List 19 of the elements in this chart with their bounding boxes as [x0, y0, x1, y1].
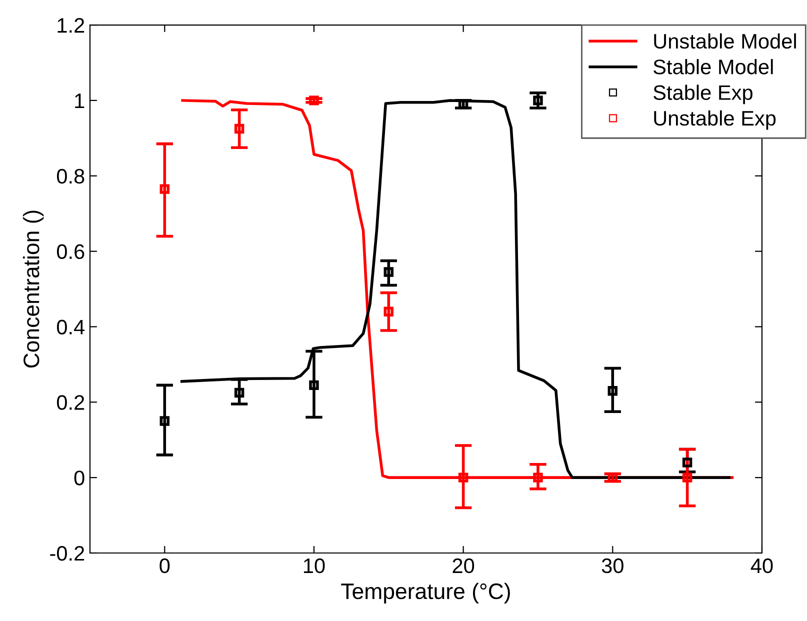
- legend-label: Stable Exp: [654, 84, 752, 104]
- y-tick-label: 0.4: [56, 320, 85, 334]
- x-axis-title: Temperature (°C): [341, 582, 510, 604]
- y-axis-title: Concentration (): [22, 210, 44, 368]
- x-tick-label: 40: [750, 558, 773, 574]
- legend-label: Stable Model: [654, 59, 773, 74]
- y-tick-label: -0.2: [50, 546, 84, 561]
- legend-label: Unstable Exp: [654, 110, 776, 130]
- x-tick-label: 0: [160, 558, 170, 574]
- x-tick-label: 30: [602, 558, 624, 574]
- x-tick-label: 10: [304, 558, 325, 574]
- y-tick-label: 1.2: [58, 18, 84, 33]
- y-tick-label: 0.6: [56, 244, 84, 260]
- y-tick-label: 0.8: [56, 168, 84, 184]
- y-tick-label: 0: [74, 470, 84, 486]
- legend-label: Unstable Model: [654, 33, 796, 49]
- y-tick-label: 0.2: [56, 395, 84, 410]
- x-tick-label: 20: [452, 558, 474, 574]
- y-tick-label: 1: [75, 94, 84, 108]
